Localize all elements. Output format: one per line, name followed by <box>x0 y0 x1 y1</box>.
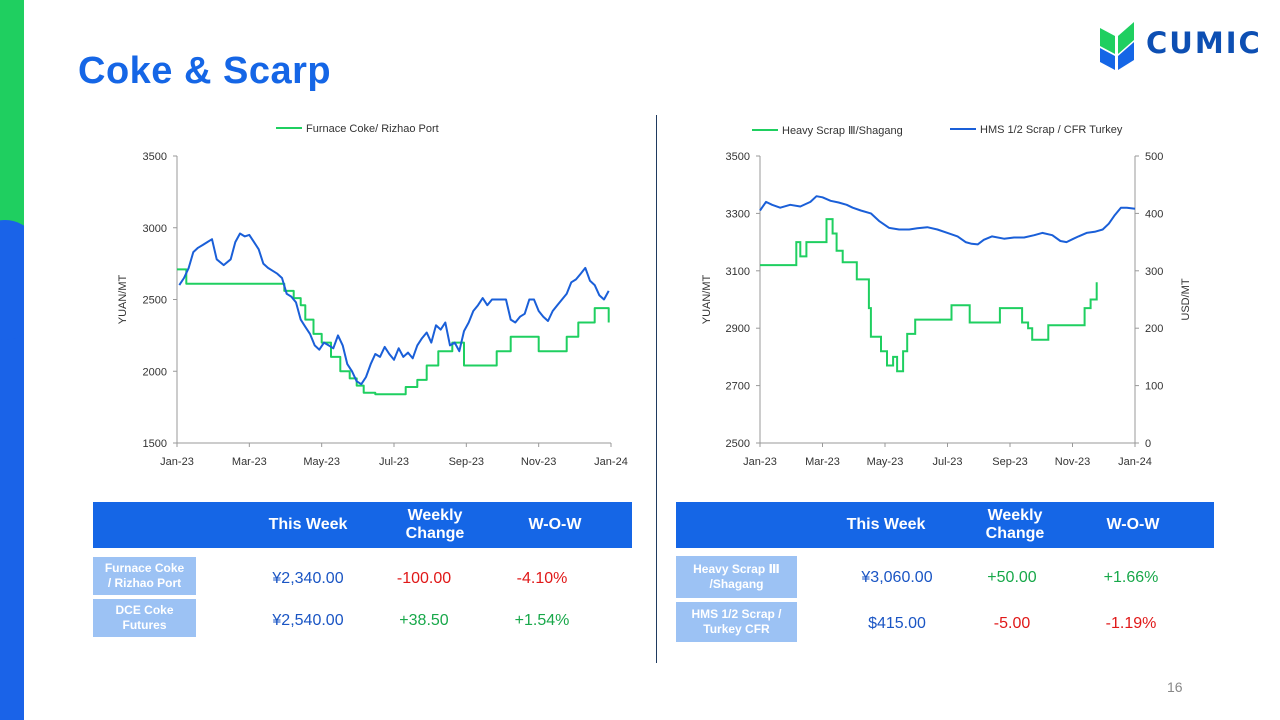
row-label-furnace-coke: Furnace Coke / Rizhao Port <box>93 557 196 595</box>
y-axis-label-right: USD/MT <box>1180 278 1192 320</box>
x-tick-label: Jan-24 <box>594 456 628 468</box>
x-tick-label: May-23 <box>867 456 904 468</box>
coke-chart-svg: 1500 2000 2500 3000 3500 Jan-23 Mar-23 May-23 Ju… <box>117 123 628 468</box>
y-tick-label: 2000 <box>143 366 167 378</box>
x-tick-label: Sep-23 <box>992 456 1027 468</box>
value-wow: +1.66% <box>1103 569 1159 586</box>
header-weekly-change: Weekly Change <box>405 507 465 542</box>
header-this-week: This Week <box>268 516 348 533</box>
header-this-week: This Week <box>846 516 926 533</box>
y-tick-label-left: 2700 <box>726 381 750 393</box>
legend-label: Furnace Coke/ Rizhao Port <box>306 123 439 135</box>
y-tick-label-right: 300 <box>1145 266 1163 278</box>
legend-label: HMS 1/2 Scrap / CFR Turkey <box>980 124 1123 136</box>
scrap-chart: 2500 2700 2900 3100 3300 3500 0 100 200 300 400 500… <box>690 112 1210 487</box>
x-tick-label: Jul-23 <box>379 456 409 468</box>
coke-chart: 1500 2000 2500 3000 3500 Jan-23 Mar-23 May-23 Ju… <box>100 112 640 487</box>
side-accent-curve <box>0 220 24 340</box>
value-weekly-change: +38.50 <box>399 612 449 629</box>
table-header <box>676 502 1214 548</box>
value-wow: -4.10% <box>516 570 568 587</box>
y-tick-label: 2500 <box>143 295 167 307</box>
header-wow: W-O-W <box>1106 516 1160 533</box>
x-tick-label: Nov-23 <box>521 456 556 468</box>
cumic-logo: CUMIC <box>1098 20 1260 70</box>
value-this-week: ¥2,540.00 <box>272 612 344 629</box>
row-label-dce-coke-futures: DCE Coke Futures <box>93 599 196 637</box>
header-wow: W-O-W <box>528 516 582 533</box>
y-axis-label-left: YUAN/MT <box>701 274 713 324</box>
row-label-hms-scrap: HMS 1/2 Scrap / Turkey CFR <box>676 602 797 642</box>
x-tick-label: Jul-23 <box>933 456 963 468</box>
side-accent-green <box>0 0 24 245</box>
y-tick-label-left: 3500 <box>726 151 750 163</box>
value-weekly-change: +50.00 <box>987 569 1037 586</box>
y-tick-label-left: 3100 <box>726 266 750 278</box>
value-wow: -1.19% <box>1105 615 1157 632</box>
furnace-coke-line <box>177 268 610 396</box>
scrap-price-table: This Week Weekly Change W-O-W Heavy Scra… <box>676 502 1216 652</box>
vertical-divider <box>656 115 657 663</box>
y-tick-label: 3000 <box>143 223 167 235</box>
y-tick-label: 3500 <box>143 151 167 163</box>
heavy-scrap-line <box>760 218 1098 373</box>
y-tick-label-left: 2900 <box>726 323 750 335</box>
x-tick-label: Jan-23 <box>160 456 194 468</box>
header-weekly-change: Weekly Change <box>985 507 1045 542</box>
y-tick-label-right: 500 <box>1145 151 1163 163</box>
x-tick-label: Nov-23 <box>1055 456 1090 468</box>
y-tick-label: 1500 <box>143 438 167 450</box>
cumic-logo-mark-icon <box>1100 22 1134 70</box>
x-tick-label: Mar-23 <box>232 456 267 468</box>
value-weekly-change: -5.00 <box>993 615 1031 632</box>
page-title: Coke & Scarp <box>78 50 332 92</box>
y-tick-label-left: 3300 <box>726 208 750 220</box>
value-weekly-change: -100.00 <box>396 570 452 587</box>
table-header <box>93 502 632 548</box>
value-this-week: ¥2,340.00 <box>272 570 344 587</box>
cumic-logo-text: CUMIC <box>1146 26 1262 60</box>
row-label-heavy-scrap: Heavy Scrap Ⅲ /Shagang <box>676 556 797 598</box>
side-accent-bar <box>0 0 24 720</box>
dce-coke-futures-line <box>178 232 610 386</box>
x-tick-label: May-23 <box>303 456 340 468</box>
y-tick-label-right: 400 <box>1145 208 1163 220</box>
y-tick-label-right: 100 <box>1145 381 1163 393</box>
x-tick-label: Sep-23 <box>449 456 484 468</box>
y-tick-label-right: 0 <box>1145 438 1151 450</box>
x-tick-label: Mar-23 <box>805 456 840 468</box>
y-tick-label-left: 2500 <box>726 438 750 450</box>
hms-scrap-line <box>759 195 1136 246</box>
x-tick-label: Jan-24 <box>1118 456 1152 468</box>
coke-price-table: This Week Weekly Change W-O-W Furnace Co… <box>93 502 633 652</box>
value-this-week: $415.00 <box>868 615 926 632</box>
x-tick-label: Jan-23 <box>743 456 777 468</box>
scrap-chart-svg: 2500 2700 2900 3100 3300 3500 0 100 200 300 400 500… <box>701 124 1192 468</box>
y-tick-label-right: 200 <box>1145 323 1163 335</box>
page-number: 16 <box>1167 679 1183 695</box>
legend-label: Heavy Scrap Ⅲ/Shagang <box>782 125 903 137</box>
value-this-week: ¥3,060.00 <box>861 569 933 586</box>
value-wow: +1.54% <box>514 612 570 629</box>
y-axis-label: YUAN/MT <box>117 274 129 324</box>
